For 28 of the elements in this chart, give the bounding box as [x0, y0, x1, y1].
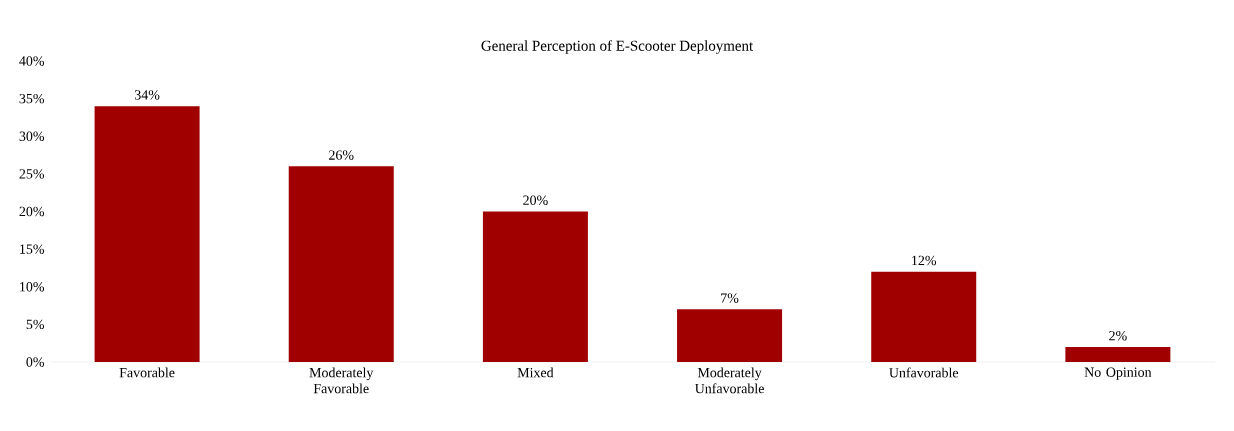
- data-label: 20%: [523, 195, 548, 205]
- x-tick-label: Favorable: [119, 367, 175, 378]
- x-tick-label: No Opinion: [1084, 367, 1152, 380]
- bar: [677, 309, 783, 362]
- y-tick-label: 0%: [26, 357, 45, 367]
- x-tick-label: Moderately Unfavorable: [695, 367, 764, 394]
- y-tick-label: 5%: [26, 319, 45, 330]
- data-label: 7%: [721, 293, 739, 303]
- bar: [94, 106, 200, 362]
- y-tick-label: 10%: [20, 282, 45, 292]
- chart-title: General Perception of E-Scooter Deployment: [481, 40, 754, 54]
- y-tick-label: 15%: [20, 244, 45, 254]
- y-tick-label: 20%: [19, 206, 45, 217]
- data-label: 26%: [329, 150, 354, 160]
- x-tick-label: Mixed: [517, 367, 554, 378]
- bar: [482, 211, 588, 362]
- data-label: 34%: [134, 90, 160, 100]
- bar: [1065, 346, 1171, 362]
- y-tick-label: 30%: [19, 131, 45, 141]
- bar: [288, 166, 394, 362]
- y-tick-label: 40%: [19, 56, 45, 66]
- bar: [871, 271, 977, 362]
- y-tick-label: 25%: [19, 169, 45, 179]
- data-label: 2%: [1109, 330, 1127, 341]
- data-label: 12%: [912, 255, 937, 266]
- x-tick-label: Unfavorable: [889, 367, 959, 378]
- x-tick-label: Moderately Favorable: [309, 367, 374, 394]
- y-tick-label: 35%: [19, 93, 45, 104]
